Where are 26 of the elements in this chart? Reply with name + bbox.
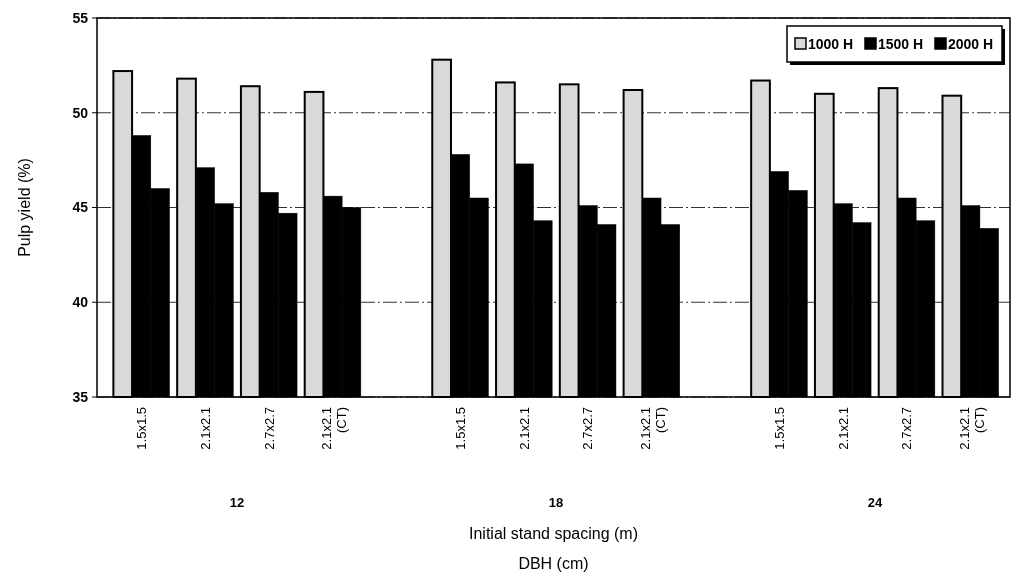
text: 12 <box>229 495 245 510</box>
x-tick-label: 2.1x2.1 <box>197 407 213 450</box>
y-axis-title: Pulp yield (%) <box>16 158 33 257</box>
x-tick-label: 2.7x2.7 <box>261 407 277 450</box>
x-tick-label: 1.5x1.5 <box>771 407 787 450</box>
y-tick-label: 55 <box>72 9 89 26</box>
y-tick-label: 40 <box>72 294 89 311</box>
x-tick-label: 2.7x2.7 <box>580 407 596 450</box>
x-axis-title: Initial stand spacing (m) <box>469 525 638 542</box>
text: 18 <box>548 495 564 510</box>
x-tick-label: 2.7x2.7 <box>899 407 915 450</box>
x-tick-label: 1.5x1.5 <box>133 407 149 450</box>
x-tick-label: 2.1x2.1 (CT) <box>318 407 350 450</box>
legend-label: 1000 H <box>808 35 854 52</box>
x-tick-label: 2.1x2.1 <box>835 407 851 450</box>
legend-label: 1500 H <box>878 35 924 52</box>
text: DBH (cm) <box>518 555 589 572</box>
x-tick-label: 1.5x1.5 <box>452 407 468 450</box>
y-tick-label: 35 <box>72 388 89 405</box>
y-tick-label: 50 <box>72 104 89 121</box>
x-tick-label: 2.1x2.1 (CT) <box>956 407 988 450</box>
text: 24 <box>867 495 883 510</box>
x-tick-label: 2.1x2.1 <box>516 407 532 450</box>
legend-label: 2000 H <box>948 35 994 52</box>
y-tick-label: 45 <box>72 199 89 216</box>
x-tick-label: 2.1x2.1 (CT) <box>637 407 669 450</box>
